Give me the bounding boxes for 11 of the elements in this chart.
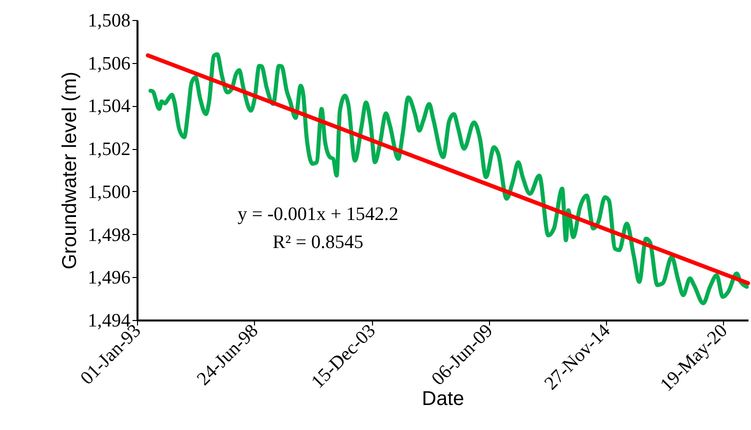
x-axis-title: Date [422,388,464,410]
y-tick-label: 1,502 [88,139,130,160]
y-tick-label: 1,508 [88,10,130,32]
y-tick-label: 1,500 [88,182,130,203]
y-axis-title: Groundwater level (m) [58,72,81,270]
y-tick-label: 1,504 [88,96,131,118]
y-tick-label: 1,498 [88,224,130,246]
y-tick-label: 1,506 [88,53,130,74]
annotation: y = -0.001x + 1542.2 [238,204,398,225]
annotation: R² = 0.8545 [272,232,364,253]
y-tick-label: 1,496 [88,268,130,289]
